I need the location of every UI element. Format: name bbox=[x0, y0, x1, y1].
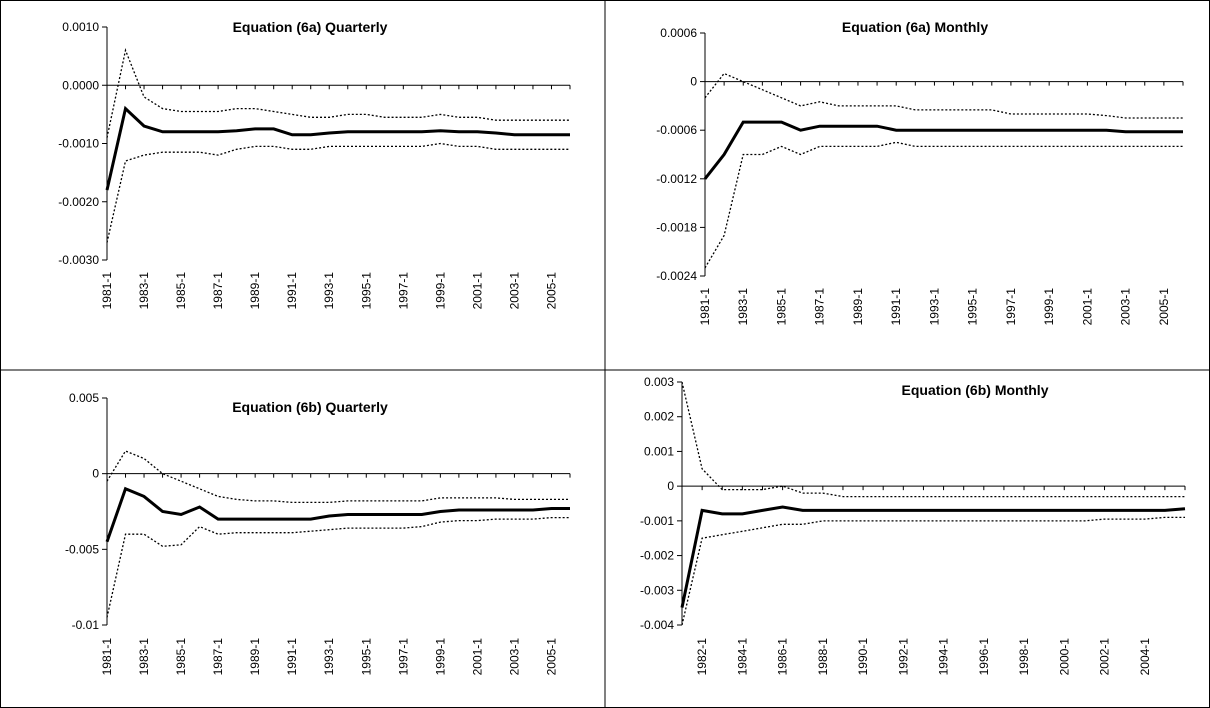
x-tick-label: 1981-1 bbox=[698, 288, 712, 326]
chart-title: Equation (6a) Quarterly bbox=[233, 19, 388, 35]
chart-title: Equation (6a) Monthly bbox=[842, 19, 988, 35]
y-tick-label: 0.0010 bbox=[62, 20, 99, 34]
x-tick-label: 1997-1 bbox=[396, 638, 410, 676]
x-tick-label: 1996-1 bbox=[977, 638, 991, 676]
band-line bbox=[106, 48, 570, 138]
x-tick-label: 1991-1 bbox=[285, 638, 299, 676]
x-tick-label: 1988-1 bbox=[816, 638, 830, 676]
estimate-line bbox=[680, 505, 1186, 608]
y-tick-label: -0.0030 bbox=[58, 253, 99, 267]
y-tick-label: -0.0018 bbox=[656, 220, 697, 234]
x-tick-label: 2002-1 bbox=[1098, 638, 1112, 676]
band-line bbox=[681, 516, 1185, 626]
x-tick-label: 2005-1 bbox=[544, 272, 558, 310]
x-tick-label: 1985-1 bbox=[174, 272, 188, 310]
x-tick-label: 2003-1 bbox=[1119, 288, 1133, 326]
x-tick-label: 1997-1 bbox=[396, 272, 410, 310]
x-tick-label: 2003-1 bbox=[507, 638, 521, 676]
x-tick-label: 1987-1 bbox=[211, 272, 225, 310]
x-tick-label: 2003-1 bbox=[507, 272, 521, 310]
y-tick-label: 0.0006 bbox=[660, 26, 697, 40]
x-tick-label: 1993-1 bbox=[927, 288, 941, 326]
y-tick-label: -0.002 bbox=[640, 549, 674, 563]
x-tick-label: 1991-1 bbox=[889, 288, 903, 326]
x-tick-label: 1999-1 bbox=[1042, 288, 1056, 326]
x-tick-label: 2004-1 bbox=[1138, 638, 1152, 676]
x-tick-label: 1982-1 bbox=[695, 638, 709, 676]
x-tick-label: 1987-1 bbox=[813, 288, 827, 326]
x-tick-label: 1983-1 bbox=[137, 272, 151, 310]
x-tick-label: 1990-1 bbox=[856, 638, 870, 676]
band-line bbox=[704, 141, 1183, 269]
x-tick-label: 1983-1 bbox=[137, 638, 151, 676]
y-tick-label: 0.003 bbox=[644, 375, 674, 389]
x-tick-label: 1993-1 bbox=[322, 272, 336, 310]
y-tick-label: 0 bbox=[667, 479, 674, 493]
band-line bbox=[106, 142, 570, 243]
x-tick-label: 1995-1 bbox=[359, 638, 373, 676]
x-tick-label: 1989-1 bbox=[248, 272, 262, 310]
y-tick-label: 0.002 bbox=[644, 410, 674, 424]
x-tick-label: 2001-1 bbox=[470, 638, 484, 676]
y-tick-label: 0.0000 bbox=[62, 78, 99, 92]
x-tick-label: 2001-1 bbox=[470, 272, 484, 310]
band-line bbox=[681, 381, 1185, 498]
x-tick-label: 1987-1 bbox=[211, 638, 225, 676]
x-tick-label: 1984-1 bbox=[735, 638, 749, 676]
y-tick-label: -0.0012 bbox=[656, 172, 697, 186]
x-tick-label: 1981-1 bbox=[100, 272, 114, 310]
x-tick-label: 1991-1 bbox=[285, 272, 299, 310]
estimate-line bbox=[703, 120, 1183, 180]
x-tick-label: 1985-1 bbox=[174, 638, 188, 676]
x-tick-label: 1998-1 bbox=[1017, 638, 1031, 676]
chart-title: Equation (6b) Monthly bbox=[902, 382, 1049, 398]
x-tick-label: 1999-1 bbox=[433, 272, 447, 310]
x-tick-label: 2005-1 bbox=[544, 638, 558, 676]
x-tick-label: 1981-1 bbox=[100, 638, 114, 676]
y-tick-label: -0.005 bbox=[65, 542, 99, 556]
x-tick-label: 1993-1 bbox=[322, 638, 336, 676]
x-tick-label: 1989-1 bbox=[248, 638, 262, 676]
x-tick-label: 2000-1 bbox=[1057, 638, 1071, 676]
x-tick-label: 1983-1 bbox=[736, 288, 750, 326]
x-tick-label: 1992-1 bbox=[896, 638, 910, 676]
x-tick-label: 1986-1 bbox=[776, 638, 790, 676]
y-tick-label: -0.004 bbox=[640, 618, 674, 632]
y-tick-label: 0.001 bbox=[644, 444, 674, 458]
y-tick-label: -0.0010 bbox=[58, 137, 99, 151]
x-tick-label: 1994-1 bbox=[937, 638, 951, 676]
y-tick-label: -0.0024 bbox=[656, 269, 697, 283]
y-tick-label: -0.01 bbox=[72, 618, 100, 632]
y-tick-label: -0.0020 bbox=[58, 195, 99, 209]
x-tick-label: 2001-1 bbox=[1080, 288, 1094, 326]
x-tick-label: 1989-1 bbox=[851, 288, 865, 326]
y-tick-label: -0.001 bbox=[640, 514, 674, 528]
chart-title: Equation (6b) Quarterly bbox=[232, 399, 388, 415]
band-line bbox=[106, 516, 570, 618]
band-line bbox=[704, 72, 1183, 119]
y-tick-label: 0.005 bbox=[69, 391, 99, 405]
x-tick-label: 2005-1 bbox=[1157, 288, 1171, 326]
x-tick-label: 1995-1 bbox=[359, 272, 373, 310]
x-tick-label: 1999-1 bbox=[433, 638, 447, 676]
band-line bbox=[106, 450, 570, 504]
estimate-line bbox=[105, 105, 570, 191]
estimate-line bbox=[105, 486, 570, 543]
x-tick-label: 1985-1 bbox=[774, 288, 788, 326]
x-tick-label: 1995-1 bbox=[966, 288, 980, 326]
x-tick-label: 1997-1 bbox=[1004, 288, 1018, 326]
y-tick-label: -0.003 bbox=[640, 583, 674, 597]
y-tick-label: -0.0006 bbox=[656, 123, 697, 137]
y-tick-label: 0 bbox=[92, 467, 99, 481]
y-tick-label: 0 bbox=[690, 75, 697, 89]
